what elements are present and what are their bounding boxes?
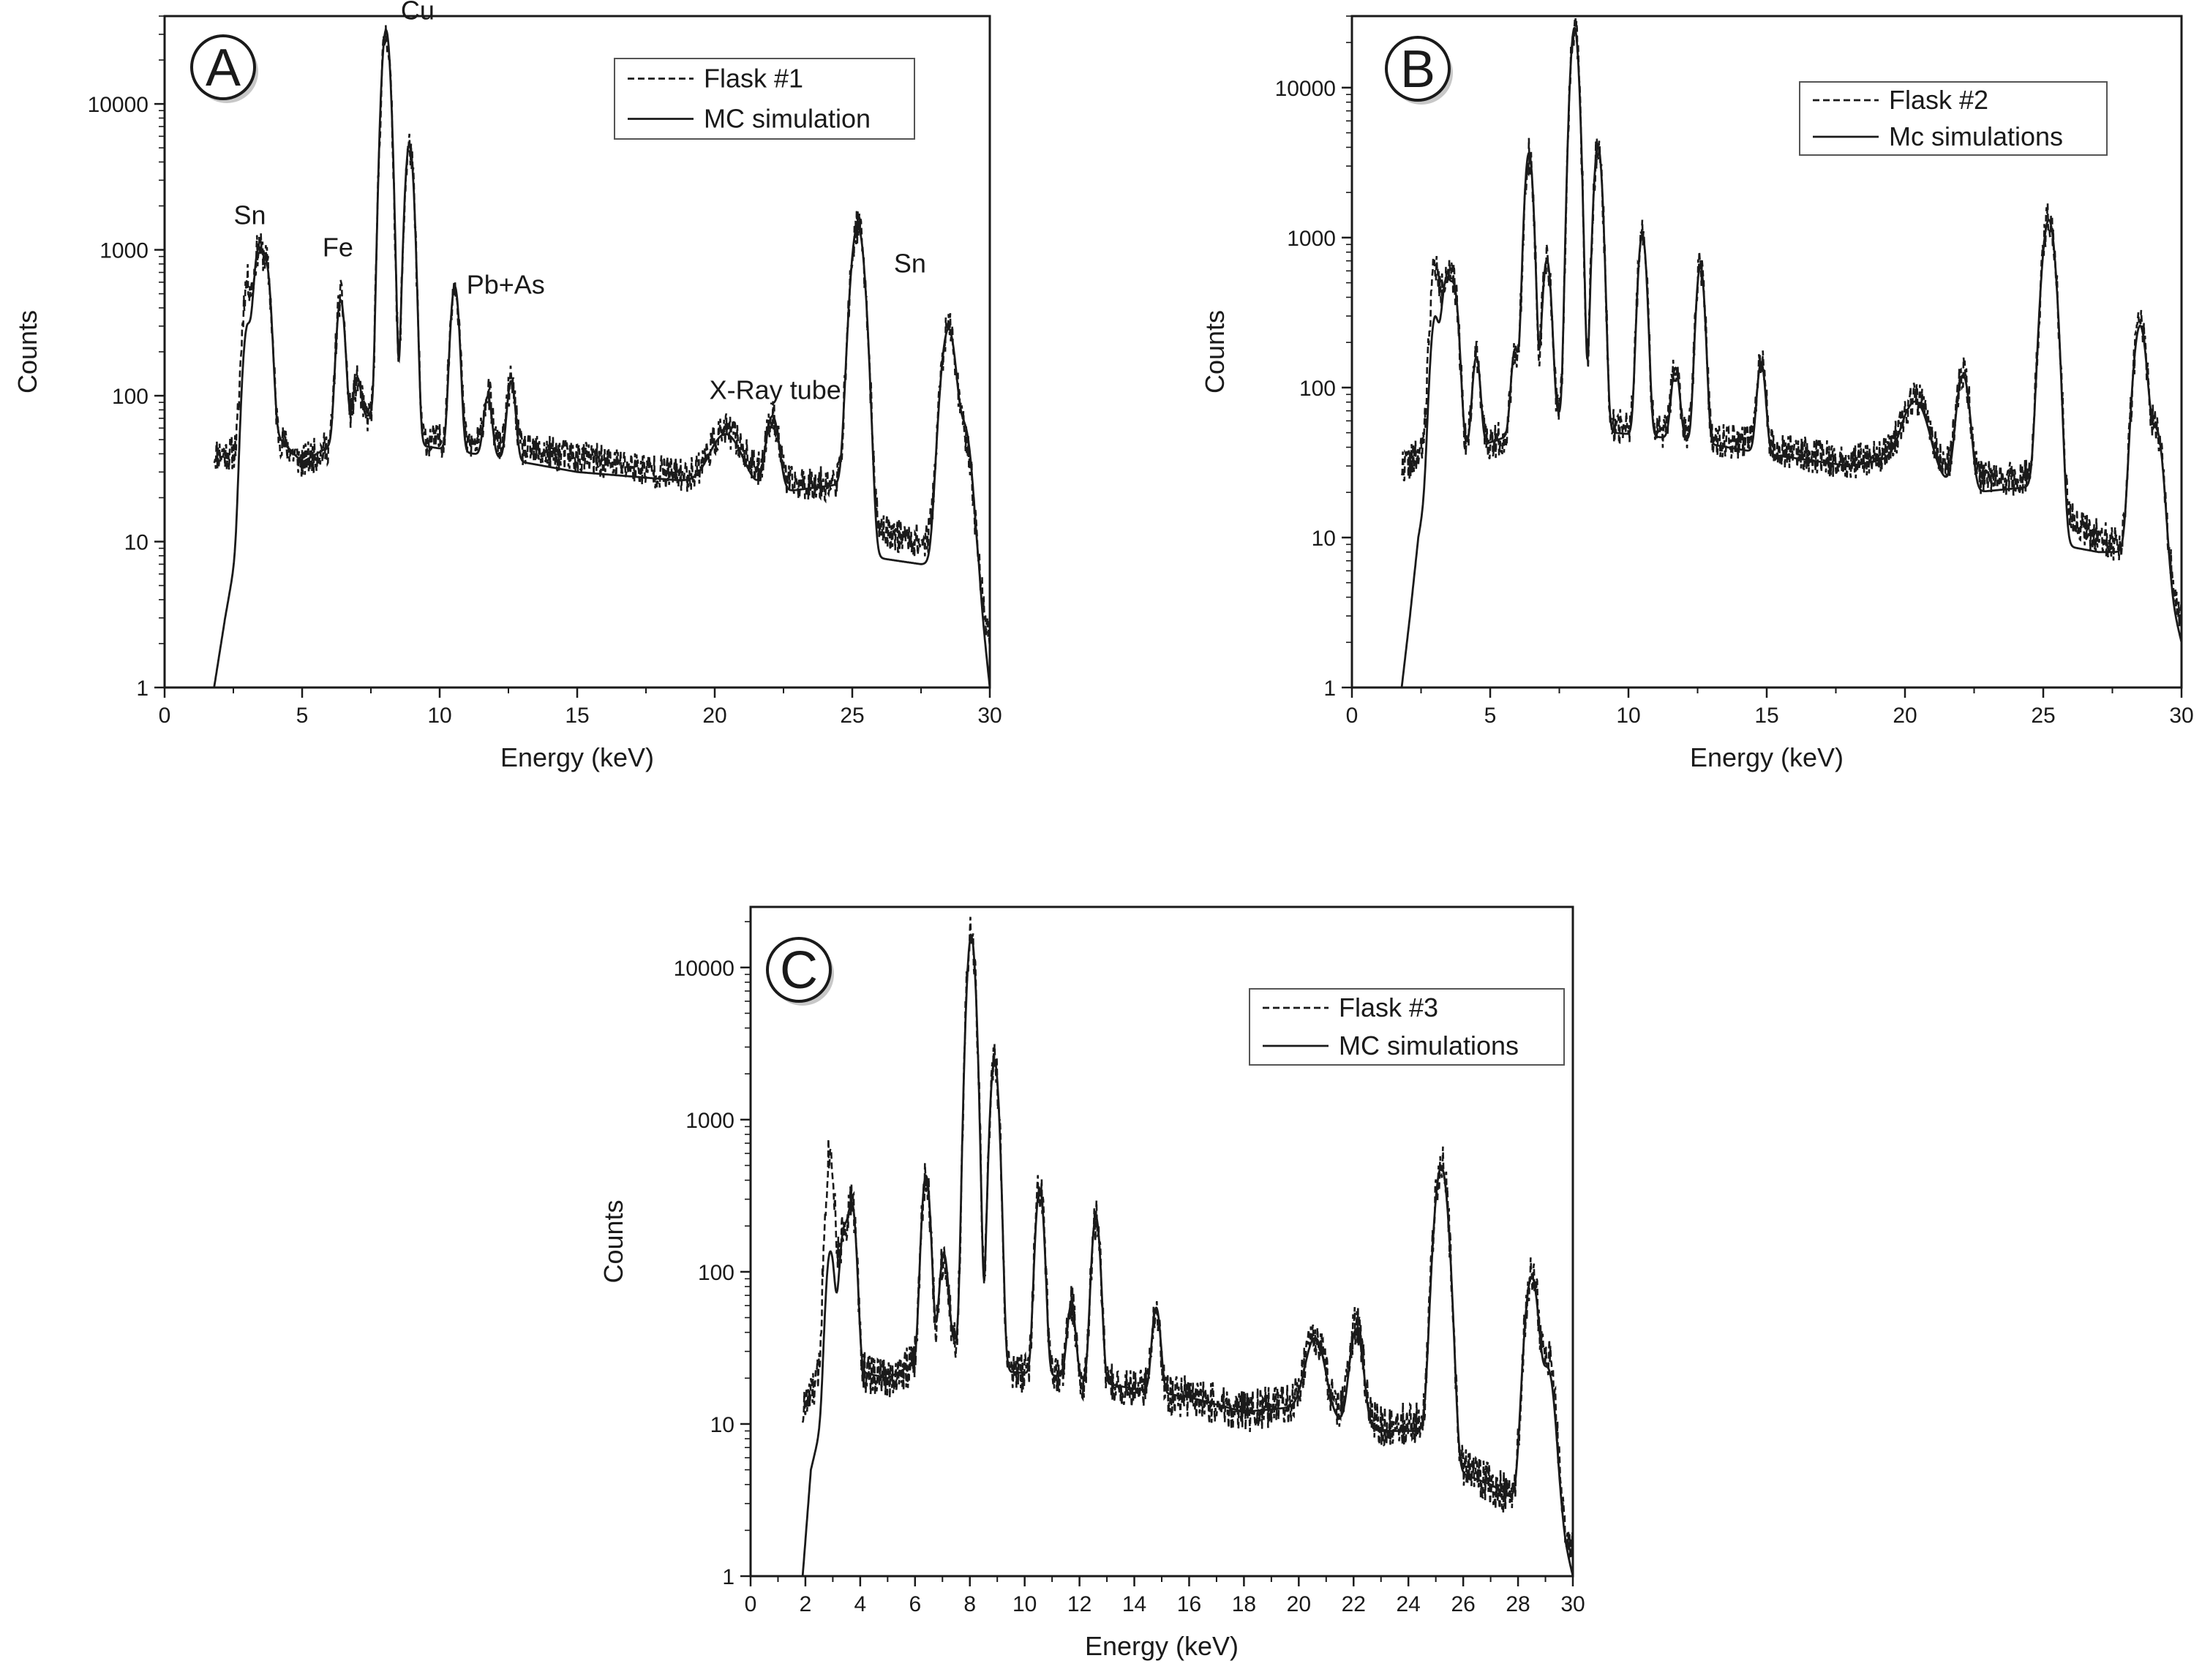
y-tick-label: 100 — [698, 1261, 734, 1285]
legend-box — [1249, 988, 1565, 1066]
legend-box — [614, 58, 915, 140]
x-tick-label: 5 — [296, 704, 309, 728]
panel-letter: B — [1400, 40, 1435, 99]
y-axis-label: Counts — [598, 1199, 628, 1283]
x-tick-label: 28 — [1506, 1592, 1530, 1616]
x-tick-label: 30 — [1560, 1592, 1585, 1616]
panel-badge: C — [766, 937, 834, 1006]
y-tick-label: 10000 — [674, 957, 734, 981]
y-tick-label: 1000 — [685, 1109, 734, 1133]
x-axis-label: Energy (keV) — [1085, 1631, 1239, 1661]
x-tick-label: 6 — [909, 1592, 921, 1616]
legend-entry: Mc simulations — [1889, 121, 2063, 151]
series-line-simulated — [801, 935, 1573, 1576]
x-tick-label: 8 — [963, 1592, 976, 1616]
series-line-simulated — [1400, 26, 2182, 688]
x-tick-label: 10 — [1616, 704, 1640, 728]
badge-circle — [1385, 36, 1451, 102]
legend-entry: MC simulations — [1339, 1031, 1519, 1061]
x-tick-label: 30 — [977, 704, 1002, 728]
y-tick-label: 1 — [722, 1565, 734, 1589]
legend: Flask #1 MC simulation — [614, 58, 915, 140]
peak-annotation: Sn — [894, 248, 926, 278]
y-tick-label: 1 — [136, 677, 149, 701]
legend: Flask #3 MC simulations — [1249, 988, 1565, 1066]
legend-entry: MC simulation — [704, 104, 871, 134]
legend-entry: Flask #2 — [1889, 85, 1988, 115]
x-tick-label: 16 — [1177, 1592, 1201, 1616]
x-tick-label: 30 — [2169, 704, 2193, 728]
x-axis-label: Energy (keV) — [1690, 742, 1844, 772]
legend-entry: Flask #1 — [704, 64, 803, 94]
y-tick-label: 10 — [124, 531, 149, 555]
peak-annotation: Sn — [234, 200, 266, 230]
x-tick-label: 10 — [427, 704, 451, 728]
panel-badge: A — [190, 34, 258, 103]
x-tick-label: 0 — [1346, 704, 1359, 728]
legend: Flask #2 Mc simulations — [1799, 81, 2108, 156]
x-tick-label: 20 — [702, 704, 726, 728]
y-tick-label: 1000 — [1287, 227, 1336, 251]
x-tick-label: 5 — [1484, 704, 1497, 728]
x-tick-label: 15 — [565, 704, 589, 728]
y-tick-label: 10000 — [88, 93, 149, 117]
x-tick-label: 20 — [1287, 1592, 1311, 1616]
x-tick-label: 12 — [1067, 1592, 1091, 1616]
peak-annotation: X-Ray tube — [710, 374, 841, 404]
panel-letter: C — [780, 941, 818, 1000]
y-tick-label: 100 — [1299, 377, 1336, 401]
x-tick-label: 18 — [1232, 1592, 1256, 1616]
y-tick-label: 10 — [710, 1413, 734, 1437]
x-tick-label: 24 — [1397, 1592, 1421, 1616]
legend-entry: Flask #3 — [1339, 992, 1438, 1022]
y-tick-label: 10000 — [1275, 77, 1336, 101]
badge-circle — [190, 34, 256, 100]
x-tick-label: 25 — [840, 704, 864, 728]
x-tick-label: 2 — [800, 1592, 812, 1616]
y-axis-label: Counts — [12, 310, 42, 393]
x-tick-label: 26 — [1451, 1592, 1475, 1616]
x-tick-label: 14 — [1122, 1592, 1146, 1616]
badge-circle — [766, 937, 832, 1003]
x-tick-label: 4 — [854, 1592, 867, 1616]
y-tick-label: 1 — [1323, 677, 1336, 701]
y-axis-label: Counts — [1200, 310, 1230, 393]
legend-box — [1799, 81, 2108, 156]
series-line-measured — [213, 25, 990, 647]
peak-annotation: Cu — [401, 0, 435, 25]
y-tick-label: 100 — [112, 385, 149, 409]
x-tick-label: 10 — [1012, 1592, 1037, 1616]
x-axis-label: Energy (keV) — [500, 742, 654, 772]
chart-panel-b: 0 5 10 15 20 25 30 1 10 100 1000 10000 Energy (keV) C… — [1200, 15, 2194, 772]
panel-letter: A — [206, 39, 241, 97]
x-tick-label: 0 — [745, 1592, 757, 1616]
chart-panel-a: 0 5 10 15 20 25 30 1 10 100 1000 10000 Energy (keV) C… — [12, 0, 1002, 772]
series-line-measured — [1400, 16, 2182, 627]
peak-annotation: Pb+As — [467, 270, 545, 300]
x-tick-label: 25 — [2031, 704, 2055, 728]
x-tick-label: 22 — [1342, 1592, 1366, 1616]
x-tick-label: 15 — [1754, 704, 1778, 728]
y-tick-label: 10 — [1312, 527, 1336, 551]
panel-badge: B — [1385, 36, 1453, 105]
chart-panel-c: 0 2 4 6 8 10 12 14 16 18 20 22 24 26 28 301101001000100… — [598, 905, 1585, 1661]
series-line-simulated — [213, 29, 990, 688]
x-tick-label: 20 — [1893, 704, 1917, 728]
x-tick-label: 0 — [159, 704, 171, 728]
peak-annotation: Fe — [323, 233, 353, 263]
y-tick-label: 1000 — [99, 239, 149, 263]
